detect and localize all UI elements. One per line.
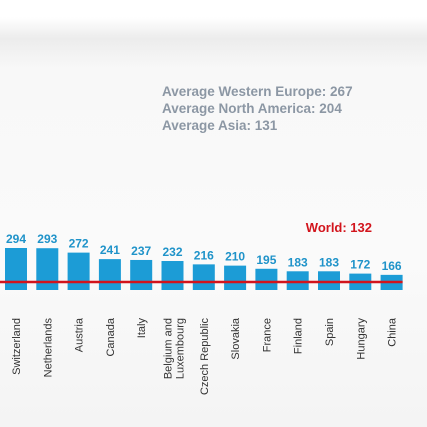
bar-canada xyxy=(98,259,121,290)
averages-box: Average Western Europe: 267 Average Nort… xyxy=(162,83,353,134)
category-label: Hungary xyxy=(355,318,367,360)
bar-austria xyxy=(67,252,90,290)
average-asia: Average Asia: 131 xyxy=(162,118,278,133)
category-label: Czech Republic xyxy=(199,318,211,396)
world-reference-label: World: 132 xyxy=(306,220,372,235)
category-label: Netherlands xyxy=(42,318,54,378)
value-label: 293 xyxy=(37,232,57,246)
bar-czech-republic xyxy=(192,264,215,290)
category-label: China xyxy=(387,317,399,347)
bar-france xyxy=(255,268,278,290)
category-label: Canada xyxy=(105,317,117,356)
category-label: Spain xyxy=(324,318,336,346)
value-label: 210 xyxy=(225,250,245,264)
bar-italy xyxy=(130,259,153,290)
category-labels-group: Switzerland Netherlands Austria Canada Italy… xyxy=(11,317,399,395)
bar-switzerland xyxy=(5,248,27,290)
category-label: Slovakia xyxy=(230,317,242,359)
bar-netherlands xyxy=(36,248,59,290)
bar-finland xyxy=(286,271,309,290)
average-north-america: Average North America: 204 xyxy=(162,101,342,116)
value-label: 172 xyxy=(350,258,370,272)
average-western-europe: Average Western Europe: 267 xyxy=(162,84,353,99)
bar-belgium-and-luxembourg xyxy=(161,261,184,290)
value-label: 166 xyxy=(382,259,402,273)
value-label: 216 xyxy=(194,248,214,262)
value-label: 232 xyxy=(162,245,182,259)
value-label: 294 xyxy=(6,232,26,246)
bar-spain xyxy=(318,271,340,290)
category-label: Austria xyxy=(74,317,86,352)
bar-slovakia xyxy=(224,265,247,290)
value-label: 272 xyxy=(69,237,89,251)
category-label: Italy xyxy=(136,318,148,339)
value-label: 241 xyxy=(100,243,120,257)
value-label: 237 xyxy=(131,244,151,258)
category-label: Belgium andLuxembourg xyxy=(163,318,187,379)
value-label: 195 xyxy=(256,253,276,267)
value-labels-group: 294 293 272 241 237 232 216 210 195 183 183 172 166 xyxy=(6,232,402,273)
value-label: 183 xyxy=(319,255,339,269)
category-label: France xyxy=(261,318,273,352)
value-label: 183 xyxy=(288,255,308,269)
category-label: Finland xyxy=(293,318,305,354)
category-label: Switzerland xyxy=(11,318,23,375)
